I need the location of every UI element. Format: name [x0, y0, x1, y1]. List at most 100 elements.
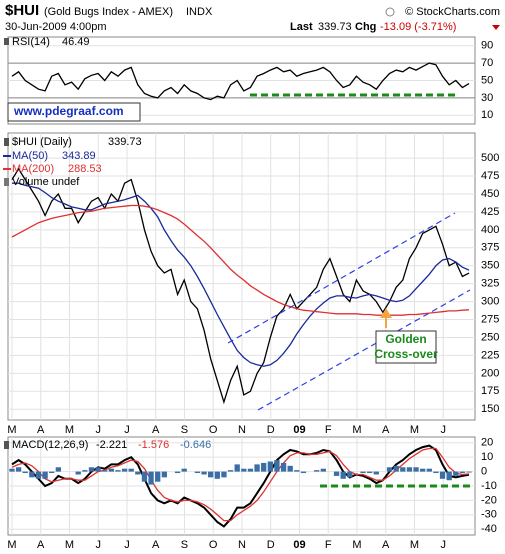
x-tick-label: M	[65, 424, 74, 436]
histogram-bar	[35, 471, 42, 479]
x-tick-label: M	[352, 539, 361, 551]
histogram-bar	[115, 470, 121, 472]
y-tick-label: 250	[481, 331, 499, 343]
x-tick-label: 09	[293, 539, 305, 551]
histogram-bar	[466, 471, 472, 473]
histogram-bar	[340, 471, 346, 479]
histogram-bar	[95, 467, 101, 472]
histogram-bar	[453, 471, 459, 476]
series-line	[11, 167, 470, 405]
histogram-bar	[155, 471, 161, 482]
price-legend: $HUI (Daily)	[12, 136, 72, 148]
x-tick-label: J	[124, 424, 130, 436]
histogram-bar	[9, 468, 15, 472]
histogram-bar	[287, 465, 293, 472]
y-tick-label: 325	[481, 278, 499, 290]
date: 30-Jun-2009 4:00pm	[5, 21, 107, 33]
website: www.pdegraaf.com	[13, 104, 124, 118]
ma50-legend: MA(50)	[12, 150, 48, 162]
histogram-bar	[75, 471, 81, 475]
y-tick-label: 375	[481, 242, 499, 254]
ma50-value: 343.89	[62, 150, 96, 162]
histogram-bar	[128, 468, 134, 472]
y-tick-label: 90	[481, 40, 493, 52]
down-arrow	[492, 25, 500, 30]
macd-value: -2.221	[96, 439, 127, 451]
x-tick-label: S	[181, 424, 188, 436]
histogram-bar	[314, 470, 320, 472]
y-tick-label: -40	[481, 523, 497, 535]
histogram-bar	[214, 471, 220, 479]
histogram-bar	[400, 467, 406, 472]
histogram-bar	[208, 471, 214, 478]
y-tick-label: 475	[481, 170, 499, 182]
histogram-bar	[42, 471, 48, 479]
y-tick-label: 70	[481, 57, 493, 69]
series-line	[11, 62, 470, 101]
histogram-bar	[181, 468, 187, 472]
histogram-bar	[333, 471, 340, 476]
logo-icon	[385, 7, 395, 17]
x-tick-label: D	[267, 424, 275, 436]
x-tick-label: M	[7, 539, 16, 551]
histogram-bar	[347, 471, 353, 478]
histogram-bar	[201, 471, 207, 475]
x-tick-label: J	[95, 424, 101, 436]
histogram-bar	[148, 471, 154, 485]
series-line	[11, 447, 470, 522]
callout-box	[375, 330, 437, 364]
rsi-value: 46.49	[62, 36, 90, 48]
x-tick-label: 09	[293, 424, 305, 436]
y-tick-label: 20	[481, 437, 493, 449]
y-tick-label: 425	[481, 206, 499, 218]
histogram-bar	[261, 462, 267, 472]
y-tick-label: 350	[481, 260, 499, 272]
price-value: 339.73	[108, 136, 142, 148]
x-tick-label: A	[152, 539, 160, 551]
histogram-bar	[426, 468, 432, 472]
x-tick-label: M	[65, 539, 74, 551]
y-tick-label: 450	[481, 188, 499, 200]
volume-legend: Volume undef	[12, 176, 80, 188]
exchange: INDX	[186, 6, 213, 18]
x-tick-label: J	[124, 539, 130, 551]
ma200-value: 288.53	[68, 163, 102, 175]
x-tick-label: A	[152, 424, 160, 436]
histogram-bar	[55, 467, 61, 472]
y-tick-label: 300	[481, 296, 499, 308]
x-tick-label: D	[267, 539, 275, 551]
index-name: (Gold Bugs Index - AMEX)	[44, 6, 173, 18]
y-tick-label: -10	[481, 480, 497, 492]
histogram-value: -0.646	[180, 439, 211, 451]
y-tick-label: 200	[481, 367, 499, 379]
y-tick-label: 0	[481, 465, 487, 477]
x-tick-label: J	[95, 539, 101, 551]
histogram-bar	[446, 471, 452, 481]
histogram-bar	[300, 471, 307, 474]
last-label: Last	[290, 21, 313, 33]
legend-icon	[4, 138, 9, 146]
histogram-bar	[294, 470, 300, 472]
series-line	[12, 182, 470, 367]
macd-legend: MACD(12,26,9)	[12, 439, 88, 451]
x-tick-label: M	[7, 424, 16, 436]
histogram-bar	[393, 465, 399, 472]
histogram-bar	[433, 471, 439, 474]
histogram-bar	[413, 467, 419, 472]
channel-upper	[227, 212, 456, 344]
y-tick-label: 150	[481, 403, 499, 415]
legend-icon	[4, 441, 9, 449]
histogram-bar	[22, 471, 28, 474]
y-tick-label: 400	[481, 224, 499, 236]
x-tick-label: A	[382, 539, 390, 551]
chg-label: Chg	[355, 21, 376, 33]
histogram-bar	[221, 471, 227, 478]
x-tick-label: M	[410, 424, 419, 436]
histogram-bar	[386, 467, 393, 472]
histogram-bar	[247, 468, 254, 472]
histogram-bar	[135, 471, 141, 475]
x-tick-label: J	[440, 424, 446, 436]
last-value: 339.73	[318, 21, 352, 33]
